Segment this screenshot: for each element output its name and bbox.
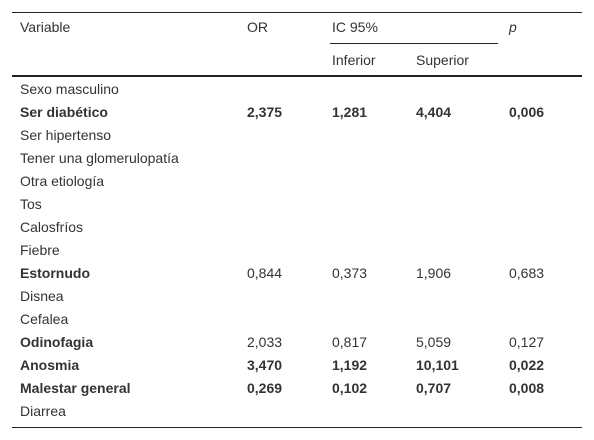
variable-cell: Cefalea — [20, 311, 69, 327]
p-cell: 0,008 — [509, 380, 545, 396]
p-cell: 0,683 — [509, 265, 545, 281]
lower-cell: 1,192 — [332, 357, 368, 373]
variable-cell: Calosfríos — [20, 219, 84, 235]
variable-cell: Ser hipertenso — [20, 127, 112, 143]
upper-cell: 4,404 — [416, 104, 452, 120]
or-cell: 0,269 — [247, 380, 283, 396]
lower-cell: 0,373 — [332, 265, 368, 281]
header-p: p — [509, 19, 517, 35]
upper-cell: 5,059 — [416, 334, 452, 350]
p-cell: 0,127 — [509, 334, 545, 350]
upper-cell: 1,906 — [416, 265, 452, 281]
variable-cell: Odinofagia — [20, 334, 94, 350]
or-cell: 3,470 — [247, 357, 283, 373]
header-upper: Superior — [416, 52, 469, 68]
variable-cell: Otra etiología — [20, 173, 105, 189]
header-variable: Variable — [20, 19, 71, 35]
header-lower: Inferior — [332, 52, 376, 68]
upper-cell: 10,101 — [416, 357, 459, 373]
variable-cell: Tener una glomerulopatía — [20, 150, 179, 166]
variable-cell: Estornudo — [20, 265, 90, 281]
lower-cell: 0,817 — [332, 334, 368, 350]
p-cell: 0,022 — [509, 357, 545, 373]
variable-cell: Sexo masculino — [20, 81, 119, 97]
or-cell: 2,033 — [247, 334, 283, 350]
header-rule — [12, 75, 582, 77]
ci-rule — [330, 43, 498, 44]
or-cell: 2,375 — [247, 104, 283, 120]
bottom-rule — [12, 427, 582, 428]
lower-cell: 0,102 — [332, 380, 368, 396]
or-cell: 0,844 — [247, 265, 283, 281]
variable-cell: Malestar general — [20, 380, 131, 396]
variable-cell: Fiebre — [20, 242, 60, 258]
variable-cell: Anosmia — [20, 357, 80, 373]
variable-cell: Disnea — [20, 288, 64, 304]
variable-cell: Diarrea — [20, 403, 66, 419]
p-cell: 0,006 — [509, 104, 545, 120]
top-rule — [12, 12, 582, 13]
lower-cell: 1,281 — [332, 104, 368, 120]
header-or: OR — [247, 19, 268, 35]
header-ci: IC 95% — [332, 19, 378, 35]
variable-cell: Ser diabético — [20, 104, 108, 120]
upper-cell: 0,707 — [416, 380, 452, 396]
variable-cell: Tos — [20, 196, 42, 212]
